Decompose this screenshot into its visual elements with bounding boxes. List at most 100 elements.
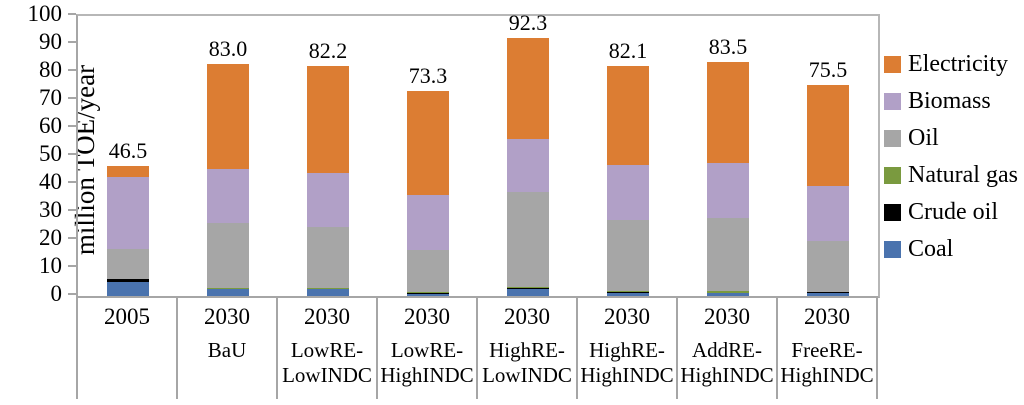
bar-total-label: 83.5 bbox=[708, 34, 748, 60]
y-tick-mark bbox=[68, 209, 76, 211]
y-tick-mark bbox=[68, 181, 76, 183]
stacked-bar bbox=[407, 90, 449, 296]
legend-swatch-icon bbox=[884, 130, 901, 147]
legend-swatch-icon bbox=[884, 204, 901, 221]
bar-segment-electricity bbox=[207, 63, 249, 169]
category-divider bbox=[776, 296, 778, 399]
bar-segment-coal bbox=[507, 289, 549, 296]
legend-label: Crude oil bbox=[908, 199, 998, 225]
plot-area: 46.5 83.0 82.2 73.3 92.3 82.1 83.5 75.5 bbox=[76, 10, 880, 298]
bar-segment-natural-gas bbox=[507, 286, 549, 289]
category-year-label: 2030 bbox=[404, 304, 450, 329]
bar-segment-oil bbox=[507, 192, 549, 287]
bar-segment-oil bbox=[107, 249, 149, 279]
category-divider bbox=[176, 296, 178, 399]
category-scenario-label: AddRE- HighINDC bbox=[680, 338, 774, 387]
x-axis-category: 2030 HighRE- HighINDC bbox=[578, 296, 676, 399]
bar-segment-biomass bbox=[707, 163, 749, 218]
bar-total-label: 82.1 bbox=[608, 38, 648, 64]
y-tick-label: 20 bbox=[39, 225, 62, 250]
y-tick-mark bbox=[68, 153, 76, 155]
x-axis-category: 2030 LowRE- LowINDC bbox=[278, 296, 376, 399]
bar-segment-electricity bbox=[707, 62, 749, 163]
x-axis-category: 2030 FreeRE- HighINDC bbox=[778, 296, 876, 399]
bar-segment-biomass bbox=[507, 138, 549, 193]
bar-segment-biomass bbox=[107, 177, 149, 250]
legend-label: Natural gas bbox=[908, 162, 1018, 188]
legend: Electricity Biomass Oil Natural gas Crude oi… bbox=[884, 52, 1024, 262]
legend-swatch-icon bbox=[884, 167, 901, 184]
category-divider bbox=[876, 296, 878, 399]
stacked-bar bbox=[307, 65, 349, 296]
x-axis-category: 2030 LowRE- HighINDC bbox=[378, 296, 476, 399]
stacked-bar bbox=[707, 62, 749, 296]
bar-segment-biomass bbox=[807, 185, 849, 242]
x-axis-category: 2030 BaU bbox=[178, 296, 276, 399]
legend-swatch-icon bbox=[884, 93, 901, 110]
legend-swatch-icon bbox=[884, 56, 901, 73]
category-divider bbox=[76, 296, 78, 399]
category-scenario-label: BaU bbox=[207, 338, 247, 362]
stacked-bar bbox=[507, 37, 549, 296]
stacked-bar bbox=[607, 66, 649, 296]
category-year-label: 2030 bbox=[204, 304, 250, 329]
x-axis-labels: 2005 2030 BaU 2030 LowRE- LowINDC 2030 LowRE- … bbox=[76, 296, 880, 399]
y-tick-label: 80 bbox=[39, 57, 62, 82]
x-axis-category: 2030 AddRE- HighINDC bbox=[678, 296, 776, 399]
bar-segment-coal bbox=[407, 293, 449, 296]
bar-segment-oil bbox=[707, 217, 749, 291]
category-year-label: 2030 bbox=[304, 304, 350, 329]
bar-segment-oil bbox=[407, 249, 449, 293]
bar-segment-coal bbox=[107, 282, 149, 296]
bar-segment-oil bbox=[607, 220, 649, 291]
bar-segment-coal bbox=[807, 293, 849, 296]
y-tick-label: 0 bbox=[50, 281, 63, 306]
y-tick-mark bbox=[68, 13, 76, 15]
category-year-label: 2030 bbox=[804, 304, 850, 329]
bar-segment-natural-gas bbox=[607, 290, 649, 293]
bar-segment-crude-oil bbox=[807, 292, 849, 294]
stacked-bar bbox=[107, 165, 149, 296]
y-tick-label: 70 bbox=[39, 85, 62, 110]
legend-label: Coal bbox=[908, 236, 954, 262]
y-axis: 0 10 20 30 40 50 60 70 80 90 100 bbox=[0, 0, 76, 405]
bar-segment-biomass bbox=[607, 164, 649, 221]
legend-item-biomass: Biomass bbox=[884, 89, 1024, 114]
legend-item-coal: Coal bbox=[884, 237, 1024, 262]
stacked-bar bbox=[807, 84, 849, 296]
y-tick-mark bbox=[68, 41, 76, 43]
bar-segment-electricity bbox=[407, 90, 449, 196]
y-tick-label: 30 bbox=[39, 197, 62, 222]
y-tick-label: 40 bbox=[39, 169, 62, 194]
y-tick-mark bbox=[68, 69, 76, 71]
category-scenario-label: HighRE- LowINDC bbox=[482, 338, 572, 387]
category-divider bbox=[676, 296, 678, 399]
category-divider bbox=[476, 296, 478, 399]
bar-segment-crude-oil bbox=[707, 292, 749, 294]
bar-total-label: 82.2 bbox=[308, 37, 348, 63]
bar-segment-electricity bbox=[807, 84, 849, 186]
bar-segment-coal bbox=[307, 289, 349, 296]
category-year-label: 2030 bbox=[604, 304, 650, 329]
category-divider bbox=[576, 296, 578, 399]
legend-item-crude-oil: Crude oil bbox=[884, 200, 1024, 225]
bar-total-label: 73.3 bbox=[408, 62, 448, 88]
category-year-label: 2030 bbox=[504, 304, 550, 329]
bar-segment-crude-oil bbox=[607, 292, 649, 294]
bar-segment-electricity bbox=[107, 165, 149, 177]
y-tick-mark bbox=[68, 125, 76, 127]
category-scenario-label: LowRE- LowINDC bbox=[282, 338, 372, 387]
bar-segment-oil bbox=[207, 222, 249, 288]
x-axis-category: 2005 bbox=[78, 296, 176, 399]
y-tick-label: 100 bbox=[27, 1, 63, 26]
bar-segment-natural-gas bbox=[407, 292, 449, 294]
legend-item-oil: Oil bbox=[884, 126, 1024, 151]
bar-segment-coal bbox=[607, 293, 649, 296]
bar-segment-biomass bbox=[407, 195, 449, 250]
bar-segment-electricity bbox=[307, 65, 349, 173]
y-tick-mark bbox=[68, 237, 76, 239]
bar-segment-electricity bbox=[607, 66, 649, 165]
category-divider bbox=[276, 296, 278, 399]
bar-segment-natural-gas bbox=[707, 290, 749, 293]
y-tick-label: 50 bbox=[39, 141, 62, 166]
